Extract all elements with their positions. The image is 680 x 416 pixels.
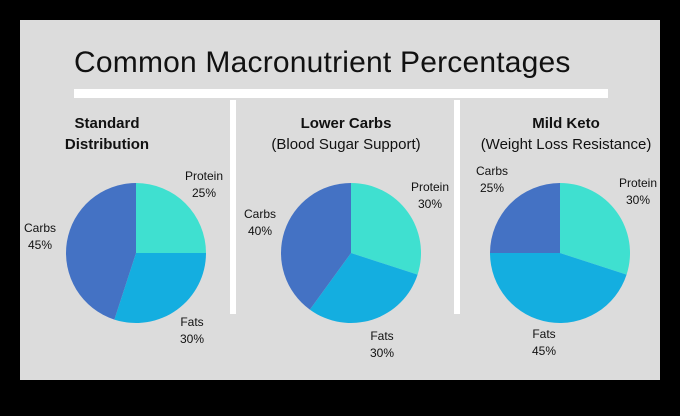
label-value: 25% xyxy=(191,186,217,200)
chart-2-fats-label: Fats 30% xyxy=(356,328,408,362)
chart-1-title: Standard Distribution xyxy=(52,113,162,155)
chart-3-slice-protein xyxy=(560,183,630,275)
title-underline xyxy=(74,89,608,98)
label-name: Fats xyxy=(180,315,204,329)
label-value: 25% xyxy=(479,181,505,195)
chart-1-protein-label: Protein 25% xyxy=(176,168,232,202)
chart-2-carbs-label: Carbs 40% xyxy=(234,206,286,240)
column-divider-1 xyxy=(230,100,236,314)
chart-2-title: Lower Carbs (Blood Sugar Support) xyxy=(248,113,444,155)
chart-3-title-line1: Mild Keto xyxy=(532,115,600,132)
label-name: Protein xyxy=(618,176,658,190)
chart-2-slice-carbs xyxy=(281,183,351,310)
label-name: Protein xyxy=(410,180,450,194)
label-name: Fats xyxy=(532,327,556,341)
label-value: 40% xyxy=(247,224,273,238)
label-name: Carbs xyxy=(475,164,508,178)
chart-3-slice-carbs xyxy=(490,183,560,253)
chart-2-slice-protein xyxy=(351,183,421,275)
chart-1-title-line1: Standard xyxy=(74,115,140,132)
chart-2-slice-fats xyxy=(309,253,418,323)
chart-3-title: Mild Keto (Weight Loss Resistance) xyxy=(466,113,666,155)
chart-3-protein-label: Protein 30% xyxy=(612,175,664,209)
chart-2-title-line2: (Blood Sugar Support) xyxy=(271,136,421,153)
chart-2-title-line1: Lower Carbs xyxy=(300,115,392,132)
label-name: Carbs xyxy=(23,221,56,235)
chart-2-protein-label: Protein 30% xyxy=(402,179,458,213)
chart-3-slice-fats xyxy=(490,253,627,323)
chart-1-slice-carbs xyxy=(66,183,136,320)
chart-1-slice-fats xyxy=(114,253,206,323)
label-value: 30% xyxy=(625,193,651,207)
chart-1-slice-protein xyxy=(136,183,206,253)
label-value: 30% xyxy=(369,346,395,360)
label-value: 30% xyxy=(179,332,205,346)
chart-1-title-line2: Distribution xyxy=(64,136,150,153)
chart-1-carbs-label: Carbs 45% xyxy=(14,220,66,254)
chart-3-title-line2: (Weight Loss Resistance) xyxy=(480,136,652,153)
page-title: Common Macronutrient Percentages xyxy=(74,46,571,79)
label-value: 45% xyxy=(27,238,53,252)
label-value: 30% xyxy=(417,197,443,211)
chart-3-fats-label: Fats 45% xyxy=(518,326,570,360)
column-divider-2 xyxy=(454,100,460,314)
label-value: 45% xyxy=(531,344,557,358)
label-name: Carbs xyxy=(243,207,276,221)
label-name: Fats xyxy=(370,329,394,343)
label-name: Protein xyxy=(184,169,224,183)
chart-1-fats-label: Fats 30% xyxy=(166,314,218,348)
chart-3-carbs-label: Carbs 25% xyxy=(466,163,518,197)
